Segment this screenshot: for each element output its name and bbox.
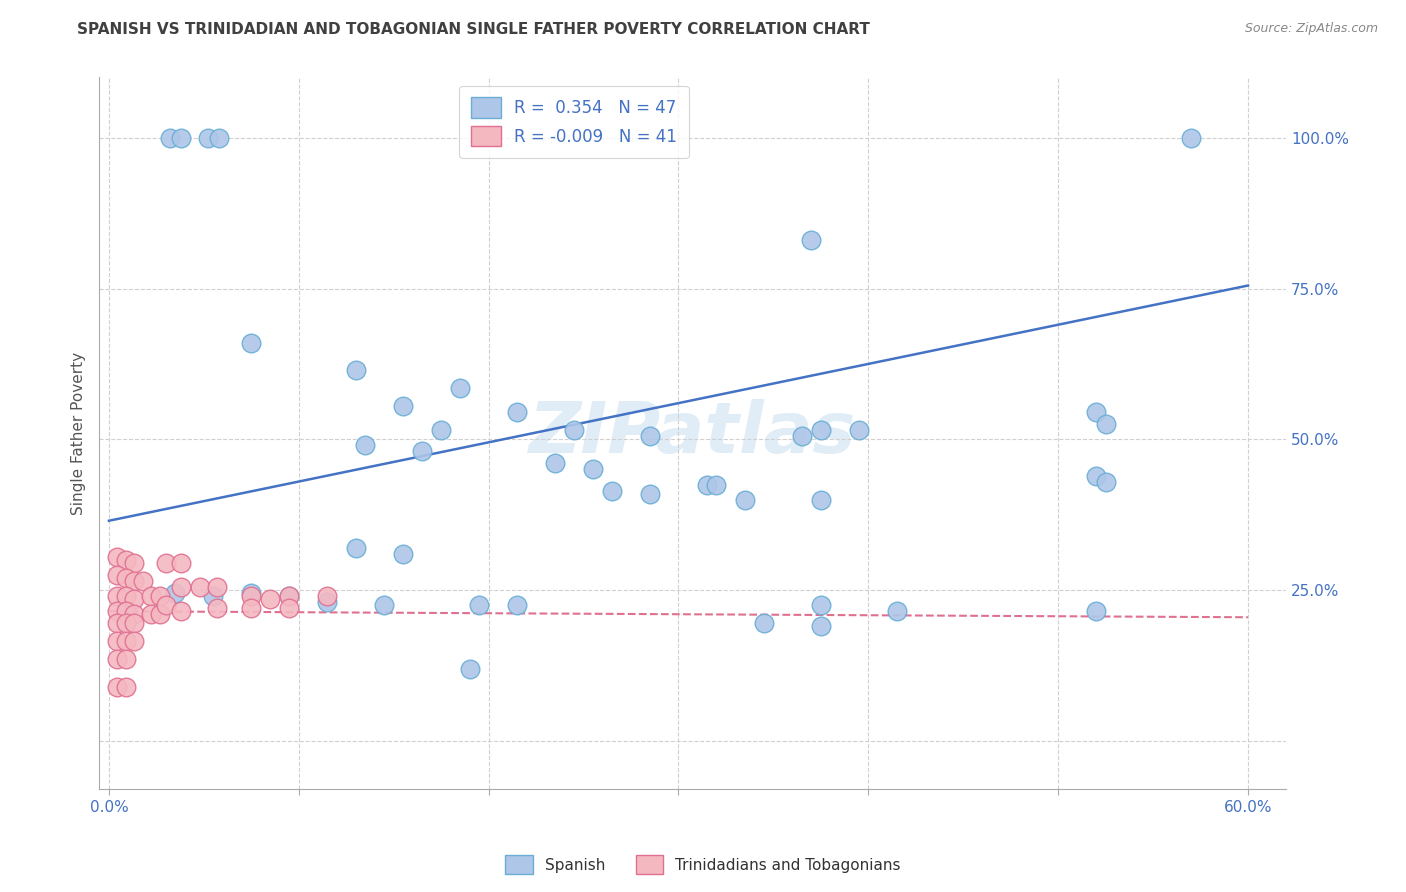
Point <box>115 680 138 694</box>
Point <box>105 680 128 694</box>
Point <box>159 130 181 145</box>
Legend: R =  0.354   N = 47, R = -0.009   N = 41: R = 0.354 N = 47, R = -0.009 N = 41 <box>460 86 689 158</box>
Text: SPANISH VS TRINIDADIAN AND TOBAGONIAN SINGLE FATHER POVERTY CORRELATION CHART: SPANISH VS TRINIDADIAN AND TOBAGONIAN SI… <box>77 22 870 37</box>
Point <box>115 652 138 666</box>
Point <box>259 592 281 607</box>
Text: Source: ZipAtlas.com: Source: ZipAtlas.com <box>1244 22 1378 36</box>
Point <box>170 130 193 145</box>
Point <box>170 580 193 594</box>
Point <box>115 553 138 567</box>
Point <box>696 477 718 491</box>
Point <box>638 429 661 443</box>
Point <box>752 616 775 631</box>
Point <box>278 601 301 615</box>
Point <box>240 601 263 615</box>
Point <box>278 589 301 603</box>
Point <box>449 381 471 395</box>
Point <box>411 444 433 458</box>
Point <box>105 568 128 582</box>
Y-axis label: Single Father Poverty: Single Father Poverty <box>72 351 86 515</box>
Point <box>122 592 145 607</box>
Point <box>132 574 155 588</box>
Point <box>506 405 529 419</box>
Point <box>139 607 162 622</box>
Point <box>240 586 263 600</box>
Point <box>155 556 177 570</box>
Point <box>105 634 128 648</box>
Point <box>468 598 491 612</box>
Point <box>562 423 585 437</box>
Point <box>122 634 145 648</box>
Point <box>122 574 145 588</box>
Point <box>544 457 567 471</box>
Point <box>188 580 211 594</box>
Point <box>810 598 832 612</box>
Point <box>197 130 219 145</box>
Point <box>149 607 172 622</box>
Point <box>810 492 832 507</box>
Point <box>810 423 832 437</box>
Point <box>344 541 367 555</box>
Point <box>170 604 193 618</box>
Point <box>430 423 453 437</box>
Point <box>139 589 162 603</box>
Point <box>122 607 145 622</box>
Point <box>240 335 263 350</box>
Point <box>155 598 177 612</box>
Point <box>208 130 231 145</box>
Point <box>105 549 128 564</box>
Point <box>115 616 138 631</box>
Text: ZIPatlas: ZIPatlas <box>529 399 856 467</box>
Point <box>392 399 415 413</box>
Point <box>506 598 529 612</box>
Point <box>115 589 138 603</box>
Point <box>122 616 145 631</box>
Point <box>800 233 823 247</box>
Point <box>734 492 756 507</box>
Point <box>1085 468 1108 483</box>
Point <box>1085 604 1108 618</box>
Point <box>115 571 138 585</box>
Point <box>105 589 128 603</box>
Point <box>105 604 128 618</box>
Point <box>316 589 339 603</box>
Point <box>886 604 908 618</box>
Point <box>354 438 377 452</box>
Point <box>1085 405 1108 419</box>
Point <box>706 477 728 491</box>
Point <box>1094 475 1116 489</box>
Point <box>638 486 661 500</box>
Point <box>205 580 228 594</box>
Point <box>344 363 367 377</box>
Legend: Spanish, Trinidadians and Tobagonians: Spanish, Trinidadians and Tobagonians <box>499 849 907 880</box>
Point <box>122 556 145 570</box>
Point <box>810 619 832 633</box>
Point <box>392 547 415 561</box>
Point <box>115 634 138 648</box>
Point <box>373 598 395 612</box>
Point <box>105 652 128 666</box>
Point <box>105 616 128 631</box>
Point <box>170 556 193 570</box>
Point <box>202 589 225 603</box>
Point <box>582 462 605 476</box>
Point <box>1180 130 1202 145</box>
Point <box>115 604 138 618</box>
Point <box>205 601 228 615</box>
Point <box>165 586 187 600</box>
Point <box>278 589 301 603</box>
Point <box>458 661 481 675</box>
Point <box>316 595 339 609</box>
Point <box>149 589 172 603</box>
Point <box>848 423 870 437</box>
Point <box>600 483 623 498</box>
Point <box>1094 417 1116 432</box>
Point <box>790 429 813 443</box>
Point <box>240 589 263 603</box>
